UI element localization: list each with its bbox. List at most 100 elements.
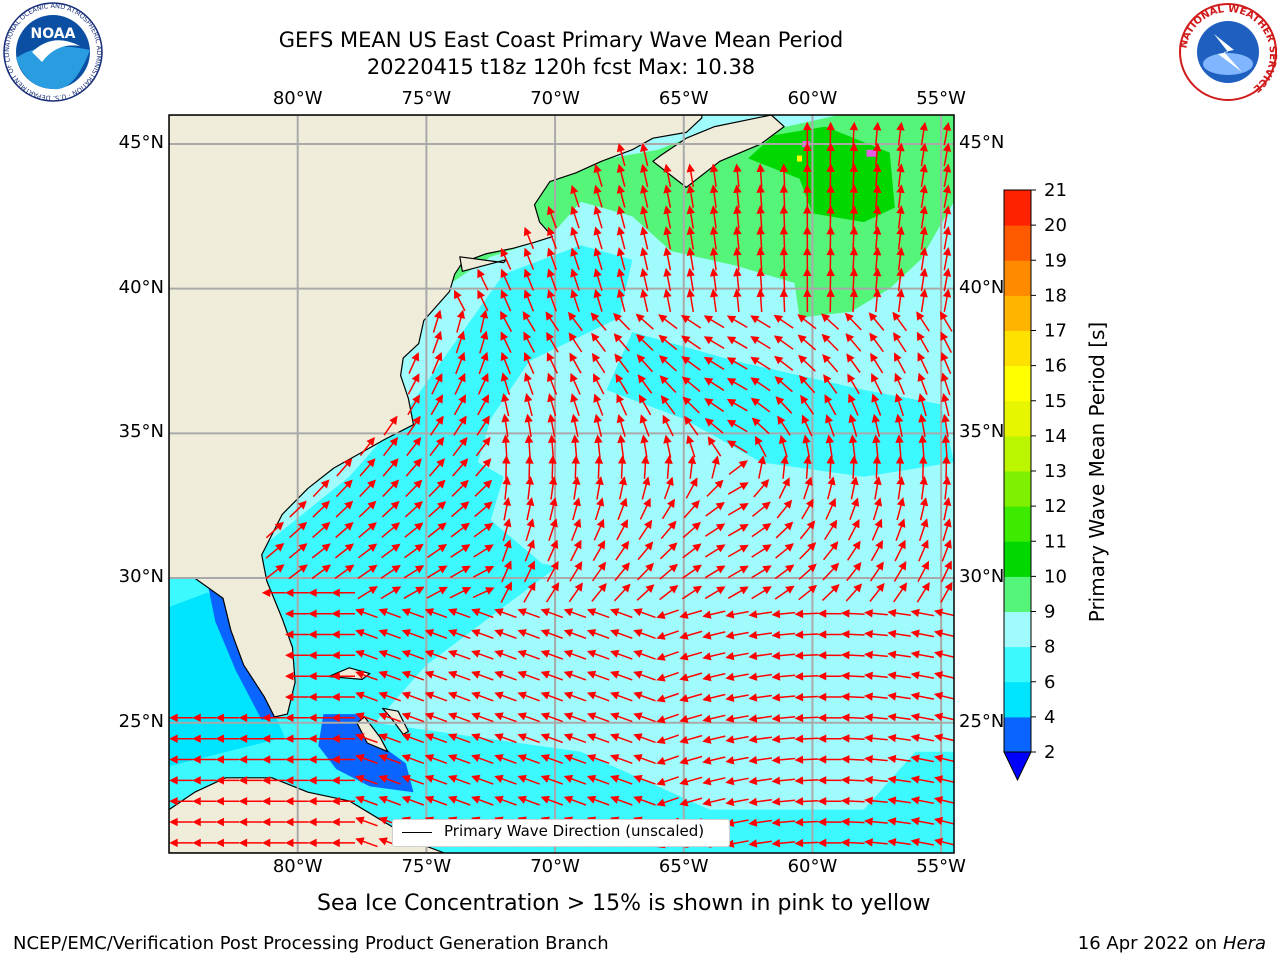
wave-arrow-head [586, 733, 597, 742]
wave-arrow-head [494, 754, 504, 762]
wave-arrow-head [261, 796, 271, 806]
wave-arrow-head [750, 356, 760, 365]
wave-arrow-head [756, 267, 765, 277]
wave-arrow-head [570, 413, 579, 423]
wave-arrow-head [616, 184, 625, 194]
wave-arrow-head [401, 774, 411, 783]
wave-arrow-head [739, 565, 749, 574]
wave-arrow-head [869, 332, 878, 342]
wave-arrow-head [933, 775, 944, 784]
colorbar-tick-label: 11 [1044, 531, 1067, 552]
wave-arrow-head [595, 476, 604, 486]
wave-arrow-head [849, 163, 859, 173]
wave-arrow-head [887, 733, 897, 743]
wave-arrow-head [435, 394, 444, 404]
wave-arrow-head [919, 142, 928, 152]
wave-arrow-head [943, 518, 952, 528]
eleuthera [382, 707, 409, 735]
wave-arrow-head [494, 691, 504, 700]
wave-arrow-head [401, 712, 411, 721]
wave-arrow-head [633, 754, 643, 762]
lon-tick-label: 70°W [530, 88, 580, 109]
wave-arrow-head [679, 714, 689, 724]
wave-arrow-head [390, 479, 400, 489]
wave-arrow-head [872, 288, 882, 298]
wave-arrow-head [872, 246, 882, 256]
wave-arrow-head [586, 649, 597, 658]
wave-arrow-head [826, 163, 835, 172]
wave-arrow-head [916, 311, 925, 321]
wave-arrow-head [896, 246, 905, 256]
wave-arrow-head [485, 587, 495, 595]
colorbar-segment [1004, 260, 1031, 296]
wave-arrow-head [545, 311, 554, 321]
wave-arrow-head [933, 733, 944, 742]
wave-arrow-head [733, 246, 742, 256]
wave-arrow-head [864, 629, 873, 639]
wave-arrow-head [482, 436, 491, 447]
wave-arrow-head [503, 560, 512, 570]
wave-arrow-head [702, 798, 712, 807]
wave-arrow-head [748, 672, 758, 681]
wave-arrow-head [261, 734, 271, 743]
wave-arrow-head [725, 735, 735, 744]
wave-arrow-head [367, 500, 377, 510]
wave-arrow-head [285, 734, 294, 743]
wave-arrow-head [686, 288, 695, 298]
colorbar-segment [1004, 576, 1031, 612]
wave-arrow-head [619, 497, 628, 508]
wave-arrow-head [851, 497, 860, 507]
wave-arrow-head [459, 458, 469, 468]
wave-arrow-head [477, 289, 485, 300]
wave-arrow-head [840, 734, 850, 743]
wave-arrow-head [238, 713, 248, 723]
wave-arrow-head [548, 455, 557, 464]
sea-ice-note: Sea Ice Concentration > 15% is shown in … [317, 891, 931, 916]
wave-arrow-head [780, 455, 789, 464]
wave-arrow-head [794, 755, 804, 764]
wave-arrow-head [897, 518, 906, 528]
wave-arrow-head [321, 564, 332, 573]
colorbar-segment [1004, 471, 1031, 507]
wave-arrow-head [616, 393, 625, 404]
wave-arrow-head [933, 816, 944, 826]
wave-arrow-head [549, 518, 558, 528]
wave-arrow-head [616, 142, 625, 153]
wave-arrow-head [610, 774, 620, 783]
wave-arrow-head [616, 163, 625, 174]
wave-arrow-head [871, 373, 879, 383]
wave-arrow-head [771, 693, 781, 702]
wave-arrow-head [817, 755, 827, 764]
wave-arrow-head [524, 413, 533, 423]
wave-arrow-head [502, 476, 511, 485]
wave-arrow-head [702, 673, 712, 682]
sea-ice-mark [797, 155, 802, 162]
wave-arrow-head [570, 205, 579, 215]
wave-arrow-head [331, 796, 340, 806]
wave-arrow-head [794, 797, 804, 806]
wave-arrow-head [635, 313, 645, 323]
wave-arrow-head [593, 373, 601, 383]
wave-arrow-head [803, 205, 812, 214]
wave-arrow-head [702, 693, 712, 703]
wave-arrow-head [864, 734, 873, 743]
wave-arrow-head [896, 205, 905, 214]
wave-arrow-head [447, 649, 458, 658]
wave-arrow-head [285, 817, 294, 827]
wave-arrow-head [238, 838, 248, 848]
wave-arrow-head [762, 565, 772, 574]
wave-arrow-head [285, 796, 294, 806]
wave-arrow-head [547, 393, 556, 403]
wave-arrow-head [391, 543, 401, 553]
wave-arrow-head [840, 630, 850, 639]
wave-arrow-head [849, 225, 859, 235]
wave-arrow-head [669, 584, 679, 594]
wave-arrow-head [663, 246, 672, 257]
wave-arrow-head [919, 121, 928, 131]
wave-arrow-head [378, 795, 388, 804]
wave-arrow-head [840, 650, 850, 660]
wave-arrow-head [817, 671, 827, 681]
wave-arrow-head [785, 585, 795, 594]
wave-arrow-head [726, 398, 737, 407]
wave-arrow-head [725, 714, 735, 723]
